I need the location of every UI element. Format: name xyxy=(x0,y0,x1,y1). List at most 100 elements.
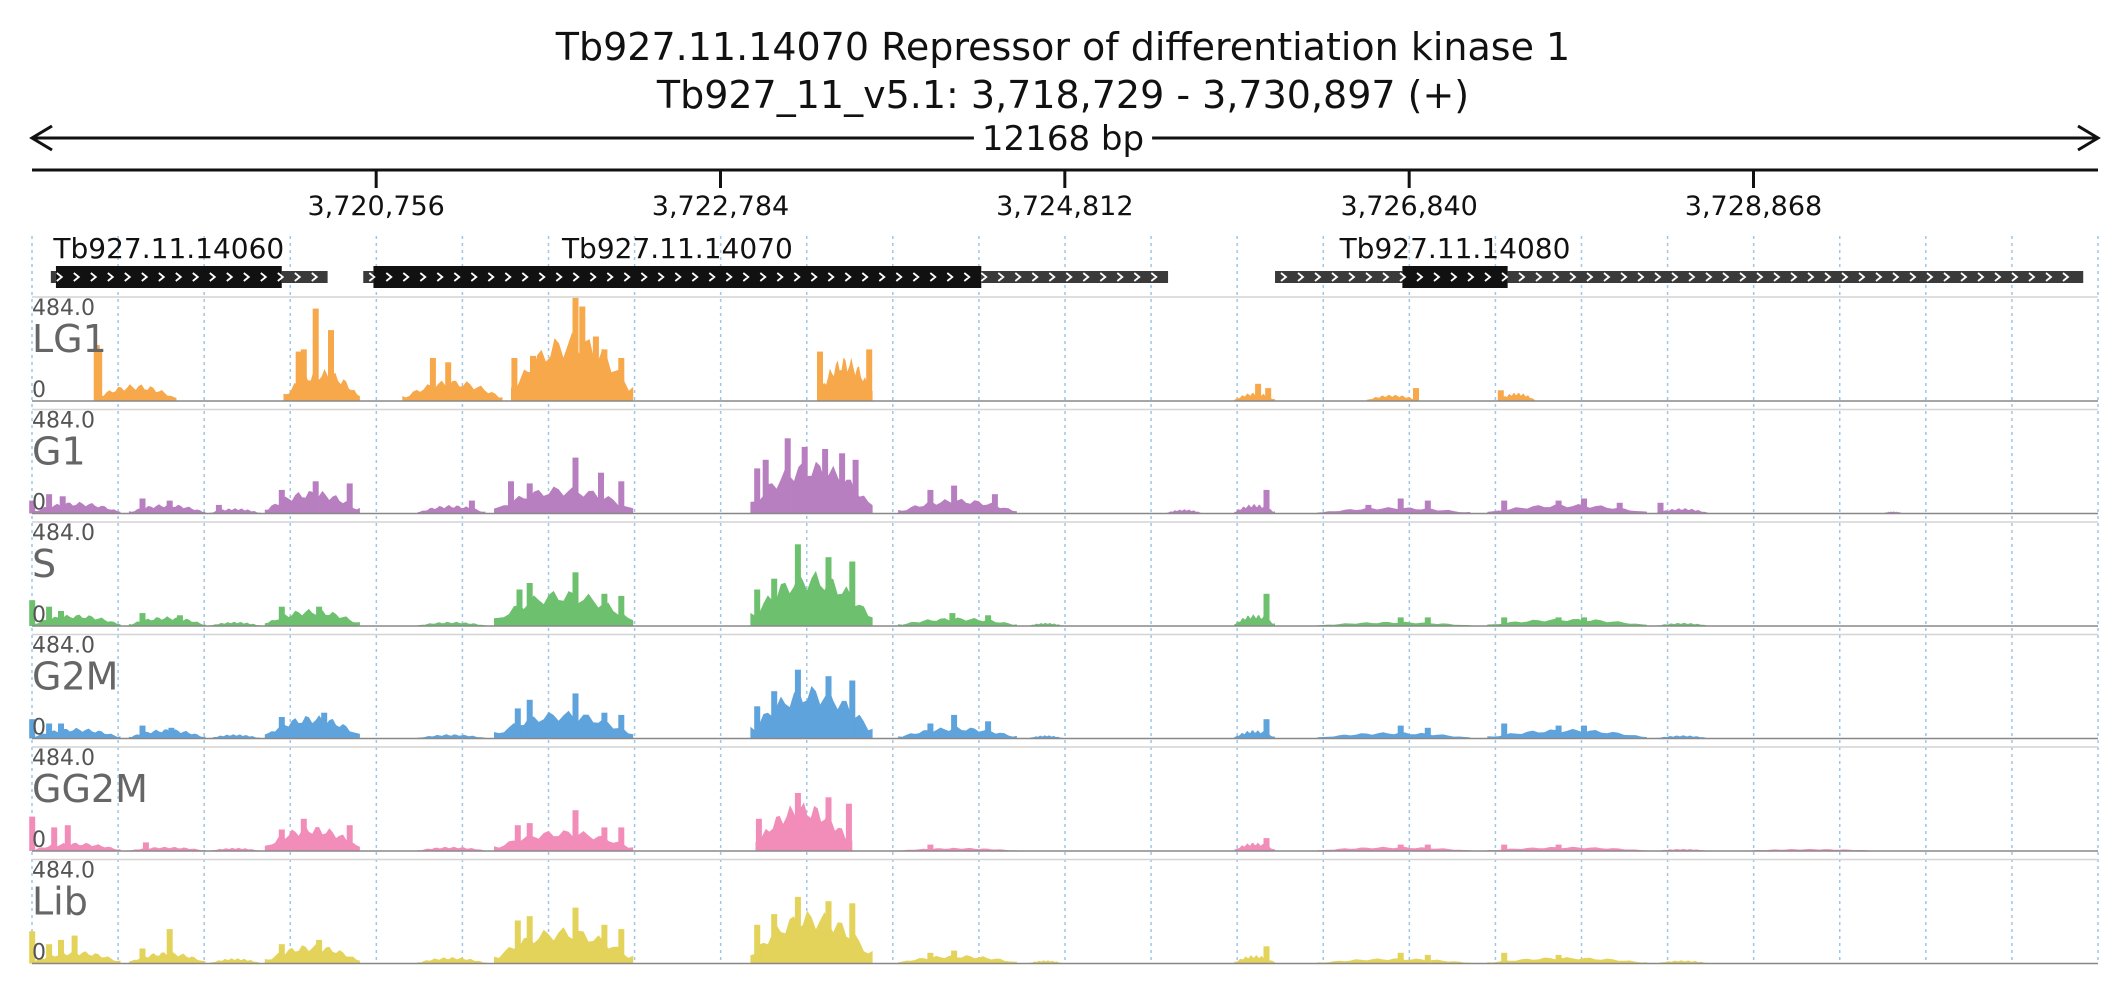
coverage-spike xyxy=(601,924,608,964)
gridlines xyxy=(31,236,2099,964)
coverage-segment xyxy=(417,505,486,514)
coverage-segment xyxy=(1234,392,1275,401)
coverage-segment xyxy=(818,357,873,401)
gene-utr5 xyxy=(363,271,374,283)
track-y-max-label: 484.0 xyxy=(32,296,95,321)
coverage-spike xyxy=(215,504,222,514)
coverage-segment xyxy=(494,486,634,514)
coverage-segment xyxy=(264,715,360,739)
coverage-spike xyxy=(794,544,801,626)
coverage-spike xyxy=(618,714,625,739)
track-y-max-label: 484.0 xyxy=(32,746,95,771)
track-S: 484.0 0 S xyxy=(29,521,2098,628)
track-G2M: 484.0 0 G2M xyxy=(29,634,2098,741)
coverage-segment xyxy=(1657,960,1708,964)
coverage-spike xyxy=(951,714,958,739)
chart-subtitle-region: Tb927_11_v5.1: 3,718,729 - 3,730,897 (+) xyxy=(656,73,1469,117)
coverage-spike xyxy=(1555,844,1562,851)
coverage-segment xyxy=(264,490,360,514)
coverage-spike xyxy=(849,903,856,964)
gene-label: Tb927.11.14080 xyxy=(1339,232,1571,265)
coverage-segment xyxy=(1317,958,1471,964)
coverage-segment xyxy=(417,957,486,964)
coverage-spike xyxy=(1255,383,1262,401)
chart-title: Tb927.11.14070 Repressor of differentiat… xyxy=(555,25,1570,69)
coverage-spike xyxy=(1263,838,1270,851)
coverage-spike xyxy=(794,896,801,964)
coverage-spike xyxy=(445,362,452,401)
coverage-segment xyxy=(264,608,360,626)
coverage-spike xyxy=(1365,504,1372,514)
coverage-spike xyxy=(927,489,934,514)
coverage-spike xyxy=(139,613,146,626)
coverage-segment xyxy=(898,727,1017,739)
coverage-spike xyxy=(1424,727,1431,739)
coverage-segment xyxy=(32,614,121,626)
coverage-spike xyxy=(801,446,808,514)
coverage-spike xyxy=(530,355,536,401)
coverage-spike xyxy=(1424,844,1431,851)
coverage-spike xyxy=(1413,388,1419,401)
coverage-spike xyxy=(845,803,852,851)
coverage-spike xyxy=(508,481,514,514)
coverage-spike xyxy=(592,336,599,401)
coordinate-ticks: 3,720,756 3,722,784 3,724,812 3,726,840 3,72… xyxy=(307,170,1822,222)
coverage-segment xyxy=(494,590,634,626)
coverage-spike xyxy=(794,793,801,851)
coverage-spike xyxy=(825,901,832,964)
coverage-spike xyxy=(51,827,58,851)
coverage-spike xyxy=(526,483,533,514)
coverage-spike xyxy=(1555,500,1562,514)
span-indicator: 12168 bp xyxy=(29,119,2101,159)
arrowhead-left-icon xyxy=(29,124,53,152)
coverage-spike xyxy=(58,611,64,626)
coverage-segment xyxy=(1487,846,1647,851)
gene-Tb927.11.14070[interactable]: Tb927.11.14070 xyxy=(363,232,1169,288)
coverage-spike xyxy=(951,950,958,964)
coverage-segment xyxy=(402,380,503,401)
track-name-label: GG2M xyxy=(32,767,148,811)
coverage-spike xyxy=(618,358,625,401)
coverage-segment xyxy=(1166,509,1202,514)
gene-Tb927.11.14060[interactable]: Tb927.11.14060 xyxy=(50,232,328,288)
coverage-spike xyxy=(825,557,832,626)
coverage-spike xyxy=(754,468,761,514)
coverage-segment xyxy=(1657,735,1708,739)
coverage-spike xyxy=(168,727,175,739)
coverage-spike xyxy=(316,606,323,626)
coverage-spike xyxy=(1397,844,1404,851)
coverage-spike xyxy=(278,944,285,964)
coverage-segment xyxy=(95,384,177,401)
coverage-spike xyxy=(618,481,625,514)
x-tick-label: 3,720,756 xyxy=(307,191,444,222)
coverage-spike xyxy=(771,914,778,964)
x-tick-label: 3,724,812 xyxy=(996,191,1133,222)
coverage-segment xyxy=(1657,508,1708,514)
coverage-spike xyxy=(46,606,53,626)
coverage-spike xyxy=(598,472,604,514)
coverage-spike xyxy=(754,924,761,964)
gene-Tb927.11.14080[interactable]: Tb927.11.14080 xyxy=(1275,232,2084,288)
coverage-segment xyxy=(1317,846,1471,851)
coverage-segment xyxy=(1487,728,1647,739)
coverage-spike xyxy=(278,717,285,739)
track-y-min-label: 0 xyxy=(32,716,46,741)
coverage-spike xyxy=(1265,388,1272,401)
coverage-spike xyxy=(139,498,146,514)
coverage-spike xyxy=(142,842,149,851)
coverage-spike xyxy=(771,578,778,626)
coverage-spike xyxy=(346,825,353,851)
coverage-segment xyxy=(210,734,260,739)
coverage-spike xyxy=(618,929,625,964)
coverage-segment xyxy=(750,910,873,964)
coverage-spike xyxy=(29,931,36,964)
coverage-segment xyxy=(755,802,853,851)
coverage-spike xyxy=(514,920,521,964)
coverage-spike xyxy=(991,494,998,514)
track-name-label: S xyxy=(32,542,56,586)
coverage-spike xyxy=(794,669,801,739)
coverage-spike xyxy=(511,358,518,401)
gene-cds xyxy=(55,266,282,288)
